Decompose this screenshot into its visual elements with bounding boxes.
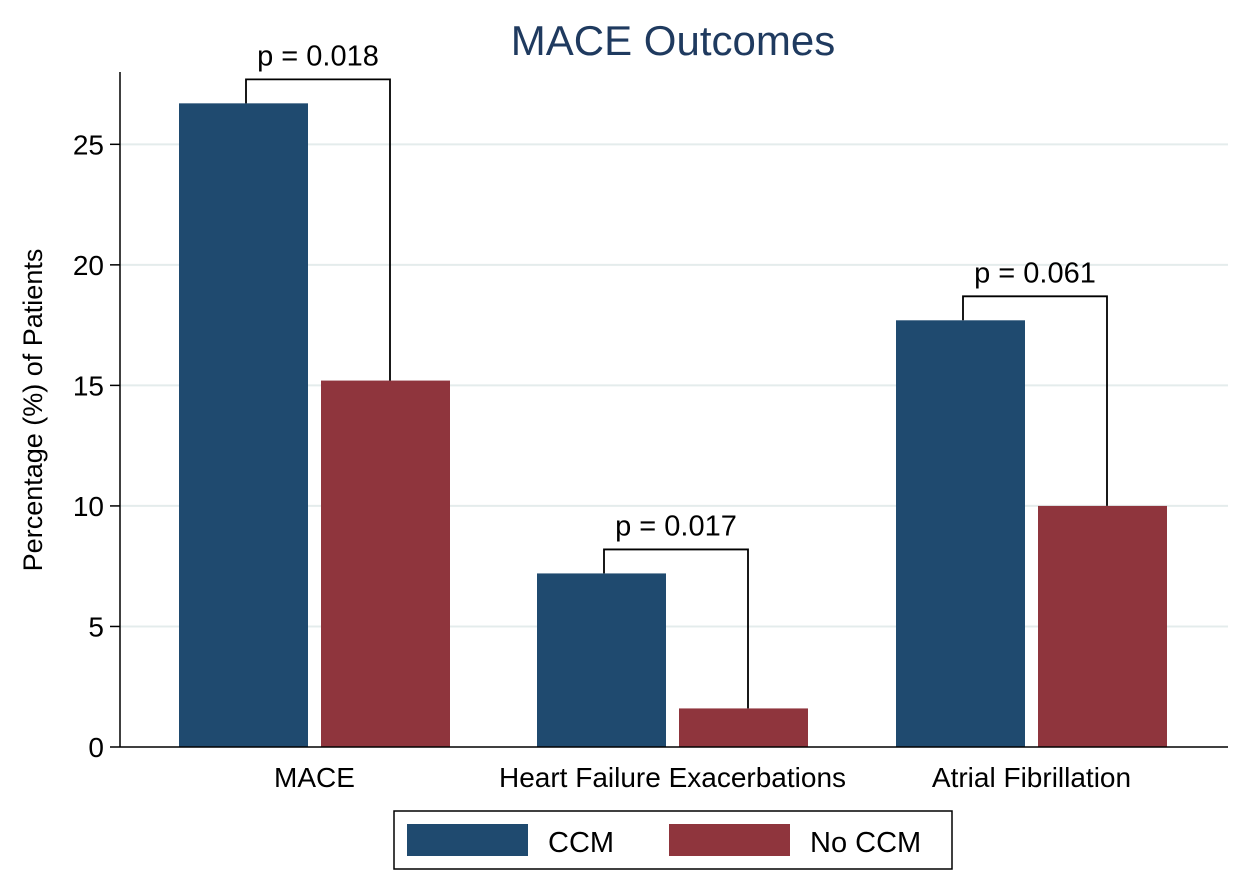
bar-no-ccm-mace — [321, 380, 450, 747]
legend-label-ccm: CCM — [548, 827, 614, 859]
legend-swatch-no-ccm — [669, 824, 790, 856]
bar-no-ccm-heart-failure-exacerbations — [679, 708, 808, 747]
y-tick-label-10: 10 — [73, 491, 104, 522]
y-tick-label-0: 0 — [88, 732, 104, 763]
p-value-label-mace: p = 0.018 — [257, 40, 379, 72]
y-tick-label-20: 20 — [73, 250, 104, 281]
significance-bracket-heart-failure-exacerbations — [603, 548, 749, 709]
bar-ccm-heart-failure-exacerbations — [537, 573, 666, 747]
y-tick-label-15: 15 — [73, 370, 104, 401]
y-tick-label-5: 5 — [88, 611, 104, 642]
chart-title: MACE Outcomes — [511, 17, 835, 64]
significance-annotations: p = 0.018 p = 0.017 p = 0.061 — [245, 40, 1108, 709]
x-tick-label-mace: MACE — [274, 762, 355, 793]
significance-bracket-mace — [245, 78, 391, 381]
y-axis-ticks: 0 5 10 15 20 25 — [73, 129, 120, 763]
x-tick-label-atrial-fibrillation: Atrial Fibrillation — [932, 762, 1131, 793]
x-axis-tick-labels: MACE Heart Failure Exacerbations Atrial Fi… — [274, 762, 1131, 793]
legend-swatch-ccm — [407, 824, 528, 856]
bar-no-ccm-atrial-fibrillation — [1038, 505, 1167, 747]
bar-ccm-mace — [179, 103, 308, 747]
y-axis-label: Percentage (%) of Patients — [18, 249, 48, 572]
significance-bracket-atrial-fibrillation — [962, 295, 1108, 506]
x-tick-label-heart-failure-exacerbations: Heart Failure Exacerbations — [499, 762, 846, 793]
p-value-label-atrial-fibrillation: p = 0.061 — [974, 257, 1096, 289]
legend: CCM No CCM — [393, 810, 953, 870]
y-tick-label-25: 25 — [73, 129, 104, 160]
legend-label-no-ccm: No CCM — [810, 827, 921, 859]
bar-ccm-atrial-fibrillation — [896, 320, 1025, 747]
bars — [179, 103, 1167, 747]
p-value-label-heart-failure-exacerbations: p = 0.017 — [615, 510, 737, 542]
